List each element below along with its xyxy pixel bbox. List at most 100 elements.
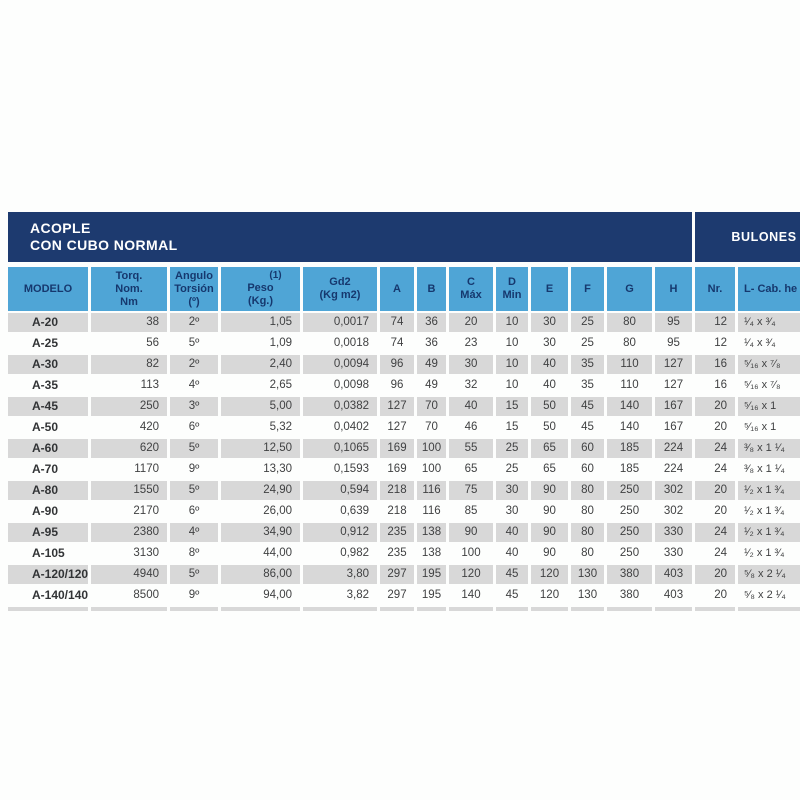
cell-peso: 24,90 xyxy=(221,481,300,500)
cell-bolt: ⁵⁄₁₆ x 1 xyxy=(744,421,777,433)
table-body: A-20 38 2º 1,05 0,0017 74 36 20 10 30 25 80 95 12 ¹⁄₄ … xyxy=(8,313,800,611)
cell-gd2: 0,0098 xyxy=(333,379,369,391)
cell-nr: 12 xyxy=(714,337,727,349)
cell-e: 30 xyxy=(531,313,568,332)
cell-d: 10 xyxy=(496,355,528,374)
clipped-cell xyxy=(221,607,300,611)
cell-angulo: 8º xyxy=(188,547,200,559)
cell-c: 65 xyxy=(464,463,478,475)
table-row: A-70 1170 9º 13,30 0,1593 169 100 65 25 65 60 185 22… xyxy=(8,460,800,479)
col-header-peso: (1) Peso (Kg.) xyxy=(221,267,300,311)
cell-a: 96 xyxy=(380,355,414,374)
cell-e: 50 xyxy=(543,421,556,433)
cell-modelo: A-20 xyxy=(8,313,88,332)
cell-peso: 13,30 xyxy=(263,463,292,475)
cell-e: 50 xyxy=(531,397,568,416)
cell-nr: 20 xyxy=(695,397,735,416)
cell-d: 45 xyxy=(496,565,528,584)
clipped-cell xyxy=(417,607,446,611)
cell-bolt: ³⁄₈ x 1 ¹⁄₄ xyxy=(744,463,785,475)
cell-h: 167 xyxy=(655,397,692,416)
cell-b: 36 xyxy=(425,337,438,349)
cell-f: 60 xyxy=(571,439,604,458)
cell-d: 25 xyxy=(505,463,519,475)
cell-c: 46 xyxy=(464,421,478,433)
cell-d: 40 xyxy=(496,523,528,542)
cell-f: 45 xyxy=(581,421,594,433)
table-row: A-80 1550 5º 24,90 0,594 218 116 75 30 90 80 250 302… xyxy=(8,481,800,500)
cell-e: 90 xyxy=(531,481,568,500)
cell-d: 40 xyxy=(505,547,519,559)
cell-angulo: 4º xyxy=(170,523,218,542)
cell-modelo: A-70 xyxy=(32,462,59,476)
cell-gd2: 0,594 xyxy=(303,481,377,500)
cell-torq: 420 xyxy=(139,421,159,433)
cell-angulo: 6º xyxy=(188,421,200,433)
cell-bolt: ⁵⁄₈ x 2 ¹⁄₄ xyxy=(738,565,800,584)
cell-gd2: 3,82 xyxy=(346,589,369,601)
table-row: A-25 56 5º 1,09 0,0018 74 36 23 10 30 25 80 95 12 ¹⁄₄ … xyxy=(8,334,800,353)
col-header-a: A xyxy=(380,267,414,311)
cell-a: 74 xyxy=(380,313,414,332)
cell-gd2: 3,80 xyxy=(303,565,377,584)
clipped-cell xyxy=(303,607,377,611)
cell-gd2: 0,0402 xyxy=(333,421,369,433)
cell-torq: 1550 xyxy=(91,481,167,500)
cell-h: 224 xyxy=(663,463,684,475)
cell-f: 35 xyxy=(581,379,594,391)
cell-modelo: A-90 xyxy=(32,504,59,518)
cell-g: 185 xyxy=(607,439,652,458)
cell-f: 80 xyxy=(581,505,594,517)
cell-gd2: 0,0382 xyxy=(303,397,377,416)
col-header-b: B xyxy=(417,267,446,311)
table-row: A-30 82 2º 2,40 0,0094 96 49 30 10 40 35 110 127 16 ⁵⁄… xyxy=(8,355,800,374)
cell-a: 74 xyxy=(390,337,404,349)
cell-modelo: A-120/120 xyxy=(8,565,88,584)
cell-h: 403 xyxy=(663,589,684,601)
cell-gd2: 0,982 xyxy=(340,547,369,559)
cell-e: 120 xyxy=(539,589,560,601)
col-header-d-min: D Min xyxy=(496,267,528,311)
cell-torq: 113 xyxy=(140,379,159,391)
cell-torq: 38 xyxy=(91,313,167,332)
cell-b: 36 xyxy=(417,313,446,332)
cell-bolt: ³⁄₈ x 1 ¹⁄₄ xyxy=(738,439,800,458)
cell-peso: 34,90 xyxy=(221,523,300,542)
table-row: A-140/140 8500 9º 94,00 3,82 297 195 140 45 120 13… xyxy=(8,586,800,605)
cell-nr: 12 xyxy=(695,313,735,332)
cell-peso: 12,50 xyxy=(221,439,300,458)
cell-peso: 2,65 xyxy=(269,379,292,391)
table-row: A-50 420 6º 5,32 0,0402 127 70 46 15 50 45 140 167 20… xyxy=(8,418,800,437)
cell-h: 330 xyxy=(655,523,692,542)
clipped-cell xyxy=(170,607,218,611)
cell-a: 297 xyxy=(380,565,414,584)
cell-g: 250 xyxy=(619,547,640,559)
cell-h: 167 xyxy=(663,421,684,433)
cell-bolt: ⁵⁄₁₆ x 1 xyxy=(738,397,800,416)
bulones-title-band: BULONES xyxy=(695,212,800,262)
cell-e: 40 xyxy=(531,355,568,374)
cell-h: 95 xyxy=(655,313,692,332)
cell-b: 195 xyxy=(417,565,446,584)
clipped-cell xyxy=(695,607,735,611)
col-header-nr: Nr. xyxy=(695,267,735,311)
cell-f: 35 xyxy=(571,355,604,374)
cell-b: 116 xyxy=(417,481,446,500)
cell-g: 185 xyxy=(619,463,640,475)
cell-e: 40 xyxy=(543,379,556,391)
cell-c: 120 xyxy=(449,565,493,584)
cell-nr: 24 xyxy=(695,439,735,458)
cell-g: 110 xyxy=(607,355,652,374)
cell-torq: 2380 xyxy=(91,523,167,542)
cell-b: 49 xyxy=(417,355,446,374)
cell-c: 55 xyxy=(449,439,493,458)
cell-d: 10 xyxy=(505,379,519,391)
cell-modelo: A-25 xyxy=(32,336,59,350)
cell-c: 23 xyxy=(464,337,478,349)
cell-modelo: A-140/140 xyxy=(32,588,88,602)
cell-b: 70 xyxy=(417,397,446,416)
cell-torq: 56 xyxy=(146,337,159,349)
cell-angulo: 3º xyxy=(170,397,218,416)
cell-g: 250 xyxy=(607,523,652,542)
cell-b: 138 xyxy=(421,547,442,559)
